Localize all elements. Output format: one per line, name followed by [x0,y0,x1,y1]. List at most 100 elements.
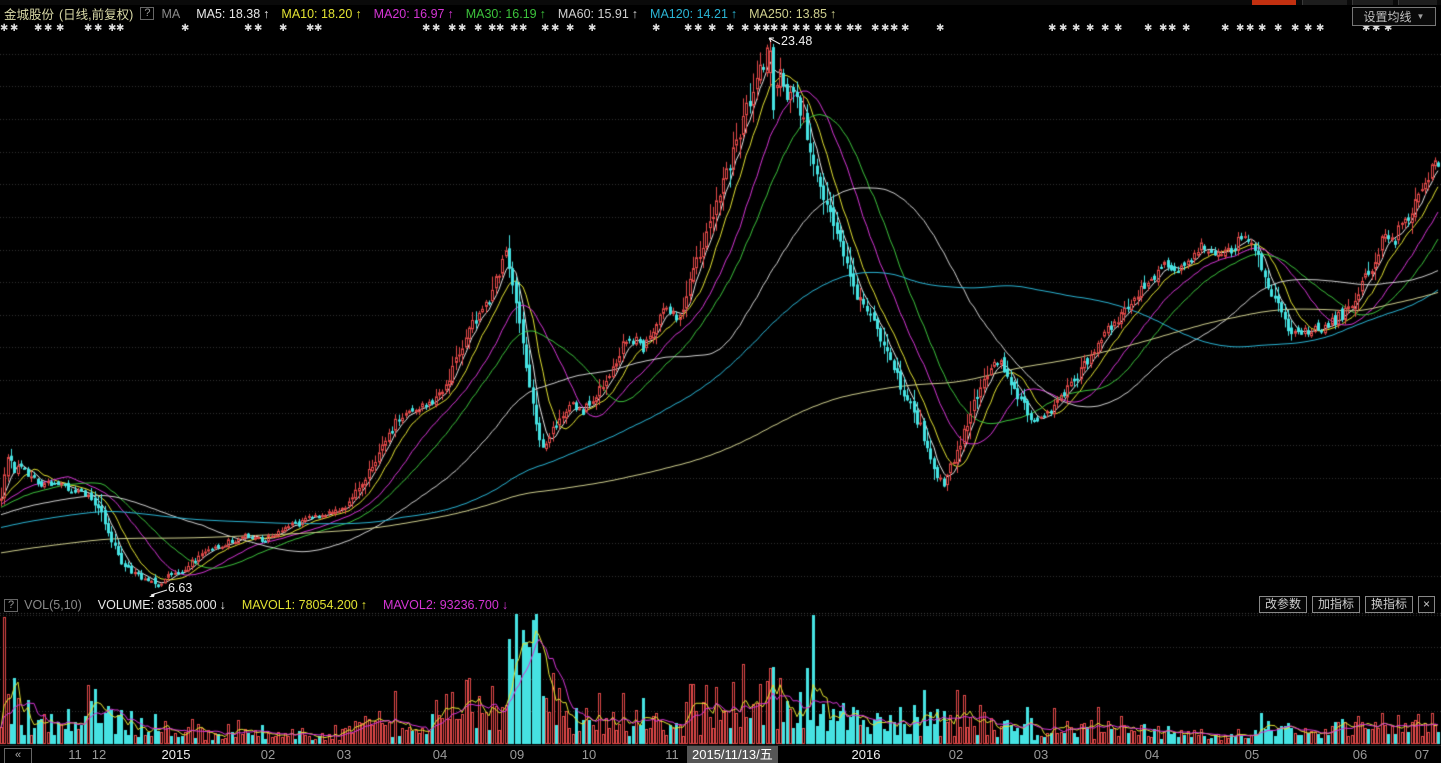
axis-month-label: 02 [948,747,964,762]
event-marker-icon[interactable]: ✱ [726,23,735,34]
event-marker-icon[interactable]: ✱ [510,23,519,34]
event-marker-icon[interactable]: ✱ [519,23,528,34]
change-params-button[interactable]: 改参数 [1258,596,1307,613]
event-marker-icon[interactable]: ✱ [780,23,789,34]
event-marker-icon[interactable]: ✱ [802,23,811,34]
event-marker-icon[interactable]: ✱ [753,23,762,34]
event-marker-icon[interactable]: ✱ [854,23,863,34]
toolbar-tab-fragment[interactable] [1352,0,1393,5]
event-marker-icon[interactable]: ✱ [432,23,441,34]
event-marker-icon[interactable]: ✱ [890,23,899,34]
event-marker-icon[interactable]: ✱ [792,23,801,34]
ma60-readout: MA60: 15.91 ↑ [557,6,639,21]
axis-month-label: 05 [1244,747,1260,762]
event-marker-icon[interactable]: ✱ [1048,23,1057,34]
event-marker-icon[interactable]: ✱ [458,23,467,34]
indicator-header: 金城股份 (日线,前复权) ? MA MA5: 18.38 ↑ MA10: 18.… [4,5,836,23]
event-marker-icon[interactable]: ✱ [1182,23,1191,34]
event-marker-icon[interactable]: ✱ [254,23,263,34]
help-icon[interactable]: ? [140,7,155,20]
event-marker-icon[interactable]: ✱ [0,23,9,34]
event-marker-icon[interactable]: ✱ [694,23,703,34]
event-marker-icon[interactable]: ✱ [652,23,661,34]
event-marker-icon[interactable]: ✱ [34,23,43,34]
event-marker-row: ✱ ✱ ✱ ✱ ✱ ✱ ✱ ✱ ✱ ✱ ✱ ✱ ✱ ✱ ✱ ✱ ✱ ✱ ✱ ✱ ✱ ✱ ✱ ✱ ✱ ✱ ✱ ✱ ✱ ✱ ✱ ✱ ✱ ✱ ✱ ✱ ✱ ✱ ✱ ✱… [0,22,1441,37]
ma-settings-button[interactable]: 设置均线 ▼ [1352,7,1436,26]
scroll-back-button[interactable]: « [4,748,32,763]
event-marker-icon[interactable]: ✱ [84,23,93,34]
event-marker-icon[interactable]: ✱ [741,23,750,34]
event-marker-icon[interactable]: ✱ [244,23,253,34]
volume-indicator-name[interactable]: VOL(5,10) [24,598,82,612]
event-marker-icon[interactable]: ✱ [94,23,103,34]
event-marker-icon[interactable]: ✱ [770,23,779,34]
up-arrow-icon: ↑ [355,6,362,21]
add-indicator-button[interactable]: 加指标 [1311,596,1360,613]
event-marker-icon[interactable]: ✱ [1159,23,1168,34]
event-marker-icon[interactable]: ✱ [846,23,855,34]
event-marker-icon[interactable]: ✱ [1274,23,1283,34]
event-marker-icon[interactable]: ✱ [474,23,483,34]
event-marker-icon[interactable]: ✱ [1114,23,1123,34]
event-marker-icon[interactable]: ✱ [1246,23,1255,34]
event-marker-icon[interactable]: ✱ [1316,23,1325,34]
event-marker-icon[interactable]: ✱ [588,23,597,34]
event-marker-icon[interactable]: ✱ [306,23,315,34]
event-marker-icon[interactable]: ✱ [44,23,53,34]
event-marker-icon[interactable]: ✱ [1291,23,1300,34]
event-marker-icon[interactable]: ✱ [1384,23,1393,34]
event-marker-icon[interactable]: ✱ [1372,23,1381,34]
toolbar-tab-fragment[interactable] [1302,0,1347,5]
event-marker-icon[interactable]: ✱ [1101,23,1110,34]
event-marker-icon[interactable]: ✱ [422,23,431,34]
event-marker-icon[interactable]: ✱ [871,23,880,34]
event-marker-icon[interactable]: ✱ [936,23,945,34]
event-marker-icon[interactable]: ✱ [1362,23,1371,34]
event-marker-icon[interactable]: ✱ [279,23,288,34]
toolbar-active-tab-fragment[interactable] [1252,0,1296,5]
event-marker-icon[interactable]: ✱ [1144,23,1153,34]
event-marker-icon[interactable]: ✱ [116,23,125,34]
up-arrow-icon: ↑ [263,6,270,21]
event-marker-icon[interactable]: ✱ [1221,23,1230,34]
event-marker-icon[interactable]: ✱ [1086,23,1095,34]
event-marker-icon[interactable]: ✱ [1059,23,1068,34]
event-marker-icon[interactable]: ✱ [881,23,890,34]
event-marker-icon[interactable]: ✱ [448,23,457,34]
event-marker-icon[interactable]: ✱ [181,23,190,34]
toolbar-tab-fragment[interactable] [1398,0,1437,5]
mavol1-readout: MAVOL1: 78054.200 ↑ [241,598,367,612]
event-marker-icon[interactable]: ✱ [541,23,550,34]
event-marker-icon[interactable]: ✱ [496,23,505,34]
event-marker-icon[interactable]: ✱ [1072,23,1081,34]
switch-indicator-button[interactable]: 换指标 [1364,596,1413,613]
ma-toggle-label[interactable]: MA [161,6,181,21]
event-marker-icon[interactable]: ✱ [108,23,117,34]
volume-panel-buttons: 改参数 加指标 换指标 × [1258,596,1435,613]
event-marker-icon[interactable]: ✱ [901,23,910,34]
event-marker-icon[interactable]: ✱ [834,23,843,34]
axis-month-label: 02 [260,747,276,762]
event-marker-icon[interactable]: ✱ [1236,23,1245,34]
event-marker-icon[interactable]: ✱ [314,23,323,34]
ma10-readout: MA10: 18.20 ↑ [281,6,362,21]
event-marker-icon[interactable]: ✱ [1258,23,1267,34]
event-marker-icon[interactable]: ✱ [1304,23,1313,34]
event-marker-icon[interactable]: ✱ [762,23,771,34]
event-marker-icon[interactable]: ✱ [1168,23,1177,34]
help-icon[interactable]: ? [4,598,19,612]
low-price-annotation: 6.63 [149,581,192,597]
event-marker-icon[interactable]: ✱ [566,23,575,34]
event-marker-icon[interactable]: ✱ [684,23,693,34]
high-price-label: 23.48 [781,34,813,48]
event-marker-icon[interactable]: ✱ [56,23,65,34]
event-marker-icon[interactable]: ✱ [488,23,497,34]
event-marker-icon[interactable]: ✱ [10,23,19,34]
close-panel-button[interactable]: × [1417,596,1435,613]
high-annotation-arrow [768,37,781,45]
event-marker-icon[interactable]: ✱ [814,23,823,34]
event-marker-icon[interactable]: ✱ [551,23,560,34]
event-marker-icon[interactable]: ✱ [824,23,833,34]
event-marker-icon[interactable]: ✱ [708,23,717,34]
